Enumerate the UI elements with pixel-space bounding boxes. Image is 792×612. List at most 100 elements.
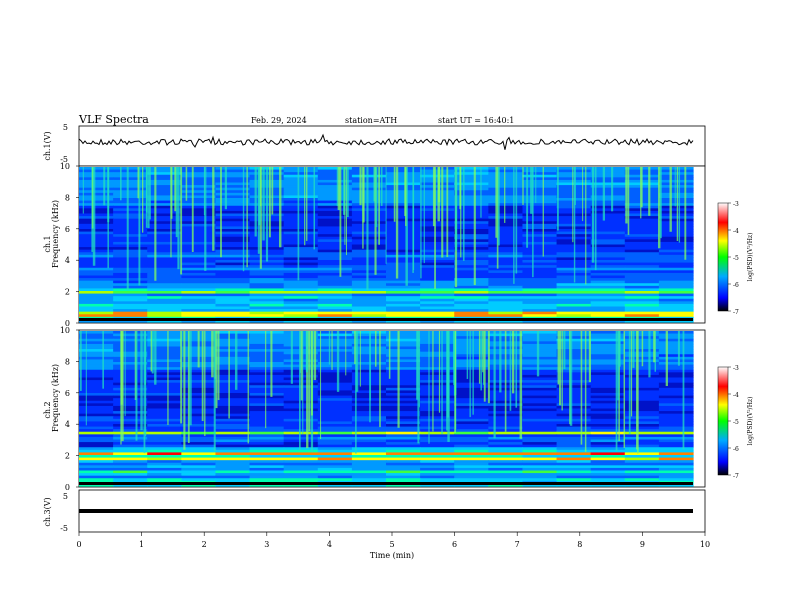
spectrogram-cell bbox=[488, 291, 524, 295]
spectrogram-streak bbox=[495, 167, 498, 238]
spectrogram-cell bbox=[454, 216, 489, 220]
spectrogram-cell bbox=[181, 285, 217, 290]
spectrogram-cell bbox=[590, 182, 626, 186]
spectrogram-cell bbox=[283, 203, 319, 207]
spectrogram-cell bbox=[420, 356, 455, 361]
spectrogram-cell bbox=[522, 362, 558, 366]
spectrogram-streak bbox=[345, 167, 347, 256]
spectrogram-cell bbox=[283, 249, 319, 253]
spectrogram-cell bbox=[386, 169, 421, 173]
spectrogram-cell bbox=[79, 372, 114, 376]
spectrogram-cell bbox=[556, 411, 592, 415]
spectrogram-cell bbox=[658, 436, 694, 441]
spectrogram-streak bbox=[279, 167, 282, 248]
spectrogram-cell bbox=[522, 213, 558, 217]
spectrogram-cell bbox=[624, 262, 660, 266]
spectrogram-cell bbox=[351, 182, 387, 186]
spectrogram-cell bbox=[454, 413, 489, 417]
spectrogram-cell bbox=[317, 395, 353, 399]
spectrogram-cell bbox=[317, 349, 353, 353]
spectrogram-cell bbox=[249, 343, 285, 348]
spectrogram-cell bbox=[113, 395, 148, 399]
spectrogram-cell bbox=[590, 439, 626, 443]
spectrogram-cell bbox=[79, 223, 114, 228]
spectrogram-cell bbox=[181, 291, 217, 295]
freq-tick-label: 8 bbox=[65, 357, 70, 366]
spectrogram-cell bbox=[556, 408, 592, 412]
spectrogram-cell bbox=[147, 354, 182, 358]
spectrogram-cell bbox=[624, 208, 660, 212]
spectrogram-cell bbox=[556, 398, 592, 402]
spectrogram-cell bbox=[454, 280, 489, 284]
spectrogram-cell bbox=[454, 331, 489, 335]
spectrogram-cell bbox=[181, 195, 217, 199]
spectrogram-streak bbox=[393, 167, 396, 222]
spectrogram-cell bbox=[420, 270, 455, 274]
spectrogram-streak bbox=[637, 331, 639, 454]
spectrogram-cell bbox=[658, 260, 694, 264]
spectrogram-cell bbox=[113, 221, 148, 225]
spectrogram-cell bbox=[351, 229, 387, 233]
freq-tick-label: 0 bbox=[65, 483, 70, 492]
spectrogram-cell bbox=[522, 405, 558, 410]
spectrogram-cell bbox=[658, 303, 694, 308]
x-tick-label: 1 bbox=[139, 540, 144, 549]
spectrogram-cell bbox=[181, 449, 217, 454]
spectrogram-cell bbox=[624, 265, 660, 269]
spectrogram-cell bbox=[181, 167, 217, 171]
spectrogram-cell bbox=[249, 367, 285, 371]
spectrogram-cell bbox=[658, 333, 694, 337]
spectrogram-cell bbox=[590, 405, 626, 410]
spectrogram-cell bbox=[522, 314, 558, 318]
spectrogram-cell bbox=[590, 369, 626, 373]
spectrogram-cell bbox=[420, 239, 455, 243]
spectrogram-cell bbox=[79, 439, 114, 443]
spectrogram-cell bbox=[556, 447, 592, 451]
spectrogram-cell bbox=[147, 400, 182, 404]
spectrogram-cell bbox=[420, 452, 455, 456]
spectrogram-cell bbox=[147, 331, 182, 335]
spectrogram-cell bbox=[386, 265, 421, 269]
spectrogram-cell bbox=[215, 429, 251, 433]
spectrogram-cell bbox=[113, 349, 148, 353]
spectrogram-cell bbox=[181, 267, 217, 271]
spectrogram-cell bbox=[317, 226, 353, 230]
spectrogram-cell bbox=[113, 260, 148, 264]
spectrogram-cell bbox=[351, 442, 387, 446]
spectrogram-cell bbox=[386, 182, 421, 186]
spectrogram-cell bbox=[590, 382, 626, 386]
spectrogram-cell bbox=[658, 241, 694, 246]
spectrogram-cell bbox=[181, 192, 217, 197]
spectrogram-cell bbox=[420, 467, 455, 472]
spectrogram-cell bbox=[420, 380, 455, 384]
spectrogram-cell bbox=[79, 172, 114, 176]
spectrogram-cell bbox=[317, 285, 353, 290]
spectrogram-cell bbox=[181, 416, 217, 420]
spectrogram-cell bbox=[317, 431, 353, 435]
spectrogram-cell bbox=[658, 311, 694, 315]
spectrogram-cell bbox=[386, 174, 421, 178]
spectrogram-cell bbox=[556, 359, 592, 363]
spectrogram-cell bbox=[215, 455, 251, 459]
spectrogram-cell bbox=[147, 179, 182, 184]
spectrogram-streak bbox=[432, 167, 435, 227]
spectrogram-cell bbox=[386, 434, 421, 438]
spectrogram-cell bbox=[351, 283, 387, 287]
spectrogram-streak bbox=[497, 167, 500, 246]
spectrogram-cell bbox=[488, 195, 524, 199]
spectrogram-cell bbox=[590, 465, 626, 469]
spectrogram-cell bbox=[317, 309, 353, 313]
spectrogram-cell bbox=[386, 385, 421, 389]
spectrogram-streak bbox=[515, 331, 518, 408]
spectrogram-cell bbox=[624, 452, 660, 456]
spectrogram-streak bbox=[627, 167, 630, 235]
spectrogram-cell bbox=[522, 270, 558, 274]
spectrogram-cell bbox=[454, 369, 489, 373]
spectrogram-cell bbox=[658, 249, 694, 253]
spectrogram-cell bbox=[317, 288, 353, 292]
spectrogram-cell bbox=[386, 351, 421, 355]
spectrogram-cell bbox=[454, 247, 489, 251]
spectrogram-cell bbox=[556, 331, 592, 335]
spectrogram-cell bbox=[79, 208, 114, 212]
spectrogram-cell bbox=[113, 369, 148, 373]
